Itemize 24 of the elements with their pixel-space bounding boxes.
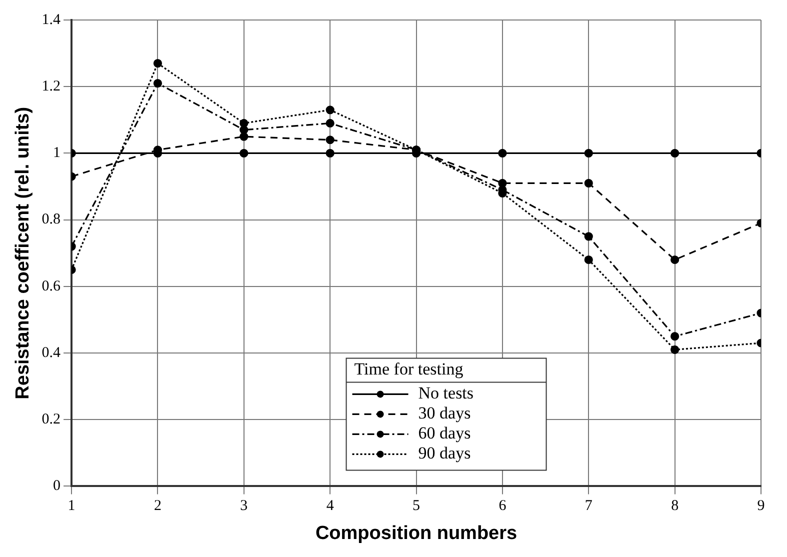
x-tick-label: 5 bbox=[412, 498, 420, 514]
y-tick-label: 0 bbox=[53, 478, 61, 494]
legend-title: Time for testing bbox=[354, 360, 464, 379]
y-tick-label: 1.4 bbox=[42, 12, 62, 28]
x-tick-label: 9 bbox=[757, 498, 765, 514]
y-tick-label: 0.6 bbox=[42, 278, 62, 294]
x-tick-label: 7 bbox=[584, 498, 593, 514]
y-tick-label: 0.2 bbox=[42, 412, 61, 428]
legend-label: 30 days bbox=[418, 404, 471, 423]
x-tick-label: 6 bbox=[498, 498, 507, 514]
x-tick-label: 8 bbox=[671, 498, 679, 514]
x-tick-label: 4 bbox=[326, 498, 334, 514]
y-tick-label: 1.2 bbox=[42, 78, 61, 95]
x-axis-title: Composition numbers bbox=[315, 522, 518, 544]
y-axis-title: Resistance coefficent (rel. units) bbox=[12, 106, 34, 400]
legend-label: 60 days bbox=[418, 424, 471, 443]
y-tick-label: 0.8 bbox=[42, 212, 61, 228]
x-tick-label: 3 bbox=[240, 498, 248, 514]
y-tick-label: 1 bbox=[53, 145, 61, 162]
legend-label: 90 days bbox=[418, 444, 471, 463]
legend-label: No tests bbox=[418, 384, 474, 403]
y-tick-label: 0.4 bbox=[42, 344, 62, 361]
x-tick-label: 2 bbox=[154, 498, 162, 514]
x-tick-label: 1 bbox=[68, 498, 76, 514]
